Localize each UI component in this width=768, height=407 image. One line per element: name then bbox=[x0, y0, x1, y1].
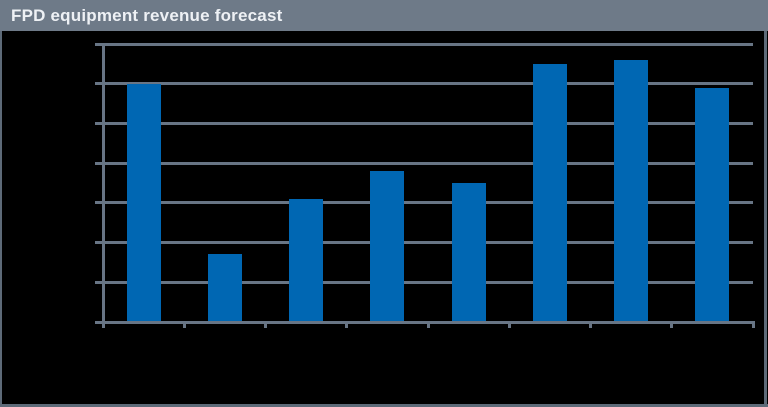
border-left bbox=[0, 31, 2, 407]
bar bbox=[370, 171, 405, 322]
gridline bbox=[103, 161, 753, 165]
bar bbox=[126, 83, 161, 322]
y-axis-tick bbox=[95, 201, 102, 205]
chart-title: FPD equipment revenue forecast bbox=[11, 5, 283, 25]
x-axis-tick bbox=[264, 322, 267, 328]
y-axis-tick bbox=[95, 280, 102, 284]
border-right bbox=[764, 31, 767, 407]
y-axis-tick bbox=[95, 320, 102, 324]
border-bottom bbox=[0, 404, 768, 407]
y-axis-tick bbox=[95, 42, 102, 46]
x-axis-tick bbox=[101, 322, 105, 328]
x-axis-tick bbox=[182, 322, 186, 328]
bar bbox=[695, 87, 730, 322]
plot-area bbox=[95, 42, 755, 328]
gridline bbox=[103, 121, 753, 125]
bar bbox=[451, 183, 486, 322]
y-axis bbox=[101, 42, 105, 324]
y-axis-tick bbox=[95, 121, 102, 125]
x-axis-tick bbox=[670, 322, 674, 328]
y-axis-tick bbox=[95, 241, 102, 245]
bar bbox=[614, 59, 649, 322]
y-axis-tick bbox=[95, 161, 102, 165]
bar bbox=[207, 254, 242, 322]
gridline bbox=[103, 82, 753, 86]
gridline bbox=[103, 280, 753, 284]
x-axis-tick bbox=[589, 322, 592, 328]
bar bbox=[532, 63, 567, 322]
chart-title-bar: FPD equipment revenue forecast bbox=[0, 0, 768, 31]
x-axis-tick bbox=[426, 322, 430, 328]
bar bbox=[289, 198, 324, 322]
gridline bbox=[103, 201, 753, 205]
gridline bbox=[103, 42, 753, 46]
y-axis-tick bbox=[95, 82, 102, 86]
x-axis-tick bbox=[751, 322, 755, 328]
x-axis-tick bbox=[345, 322, 349, 328]
gridline bbox=[103, 241, 753, 245]
x-axis-tick bbox=[507, 322, 511, 328]
